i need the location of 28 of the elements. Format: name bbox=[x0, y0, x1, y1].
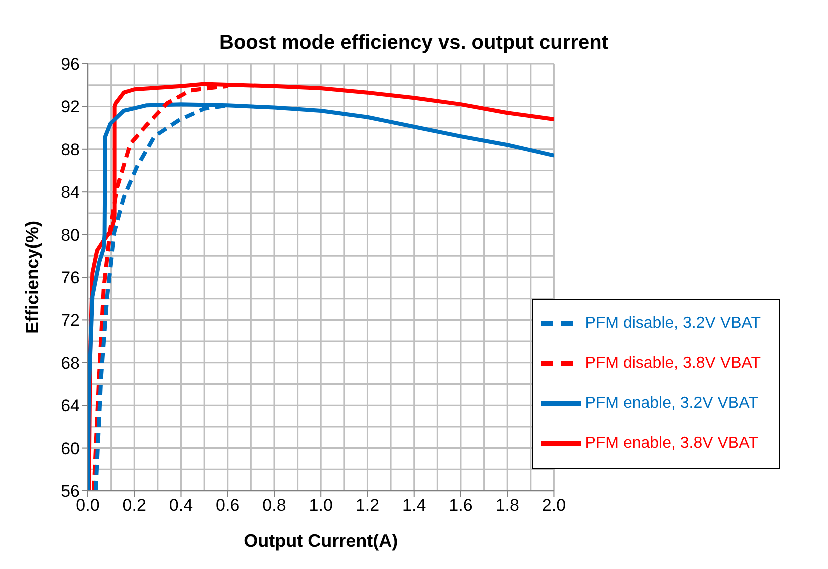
y-axis-title: Efficiency(%) bbox=[22, 220, 42, 334]
x-tick-label: 1.8 bbox=[496, 496, 520, 516]
y-tick-label: 88 bbox=[61, 140, 80, 160]
x-tick-label: 0.6 bbox=[216, 496, 240, 516]
legend-label: PFM disable, 3.2V VBAT bbox=[585, 315, 761, 332]
x-tick-label: 0.0 bbox=[76, 496, 100, 516]
y-tick-label: 60 bbox=[61, 439, 80, 458]
y-tick-label: 76 bbox=[61, 268, 80, 288]
y-tick-label: 68 bbox=[61, 354, 80, 373]
chart-title: Boost mode efficiency vs. output current bbox=[218, 32, 610, 55]
y-tick-label: 80 bbox=[61, 226, 80, 245]
legend-label: PFM disable, 3.8V VBAT bbox=[585, 355, 761, 372]
x-tick-label: 1.2 bbox=[356, 496, 380, 516]
x-tick-label: 2.0 bbox=[542, 496, 566, 516]
x-axis-title: Output Current(A) bbox=[244, 531, 398, 551]
y-tick-label: 96 bbox=[61, 55, 80, 74]
x-tick-label: 1.6 bbox=[449, 496, 473, 516]
y-tick-label: 72 bbox=[61, 311, 80, 330]
x-tick-label: 0.8 bbox=[262, 496, 286, 516]
x-tick-label: 0.2 bbox=[122, 496, 146, 516]
y-tick-label: 64 bbox=[61, 396, 80, 416]
legend-label: PFM enable, 3.8V VBAT bbox=[585, 435, 758, 452]
x-tick-label: 1.0 bbox=[309, 496, 333, 516]
legend-label: PFM enable, 3.2V VBAT bbox=[585, 395, 758, 412]
y-tick-label: 84 bbox=[61, 183, 80, 202]
x-tick-label: 0.4 bbox=[169, 496, 194, 516]
x-tick-label: 1.4 bbox=[402, 496, 426, 516]
y-tick-label: 92 bbox=[61, 98, 80, 117]
